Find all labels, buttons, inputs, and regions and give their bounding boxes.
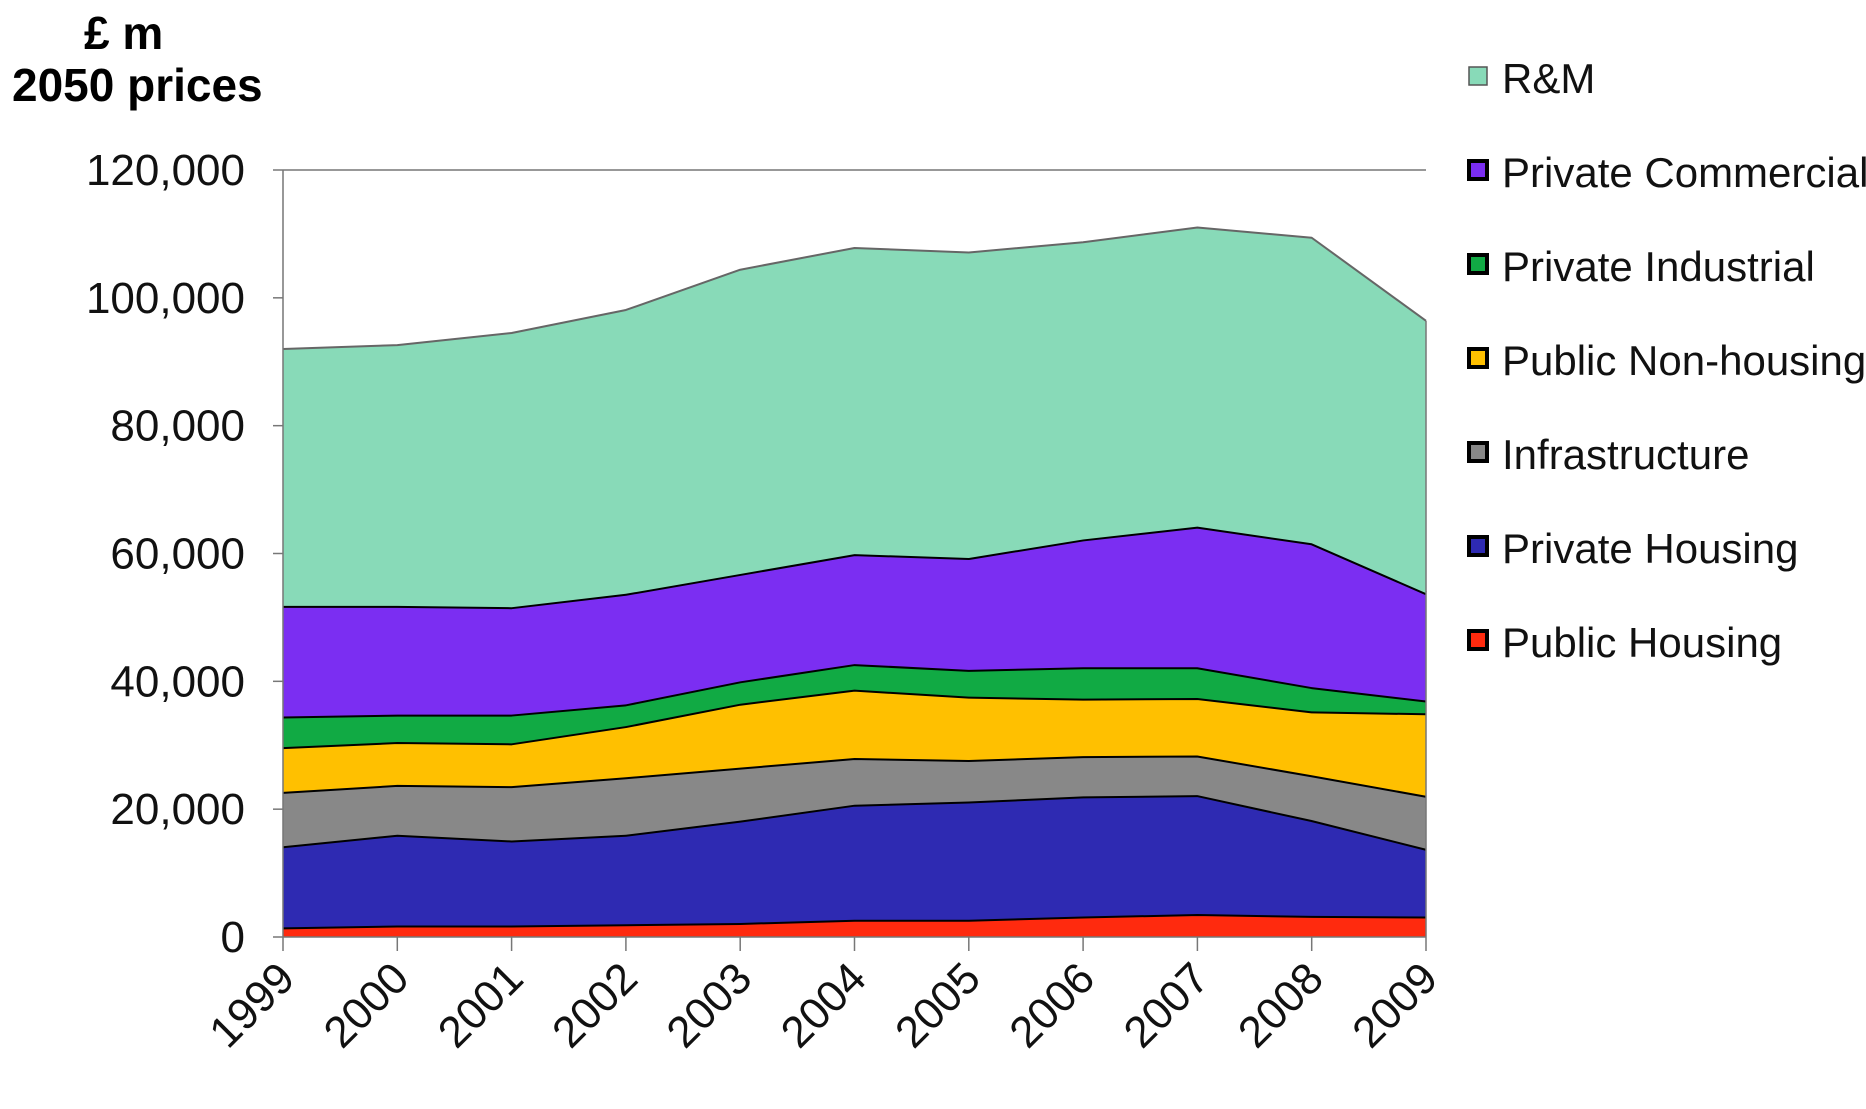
area-public-housing <box>283 913 1426 937</box>
y-unit-sublabel: 2050 prices <box>12 59 263 111</box>
x-tick-label: 2004 <box>772 953 876 1057</box>
legend-label: Private Industrial <box>1502 243 1815 290</box>
x-tick-label: 1999 <box>200 953 304 1057</box>
axes <box>273 169 1427 951</box>
y-tick-label: 20,000 <box>110 785 245 834</box>
legend-swatch <box>1467 159 1489 181</box>
area-infrastructure <box>283 755 1426 849</box>
legend-label: Private Commercial <box>1502 149 1866 196</box>
legend-label: Private Housing <box>1502 525 1798 572</box>
legend-label: Public Non-housing <box>1502 337 1866 384</box>
legend-swatch <box>1467 347 1489 369</box>
area-private-housing <box>283 795 1426 928</box>
line-public-non-housing <box>282 687 1427 750</box>
area-public-non-housing <box>283 689 1426 796</box>
area-private-industrial <box>283 664 1426 748</box>
y-tick-label: 100,000 <box>86 274 245 323</box>
y-tick-labels: 0 20,000 40,000 60,000 80,000 100,000 120,000 <box>86 146 245 962</box>
legend-label: Public Housing <box>1502 619 1782 666</box>
y-tick-label: 60,000 <box>110 530 245 579</box>
legend-label: R&M <box>1502 55 1595 102</box>
x-tick-label: 2005 <box>886 953 990 1057</box>
x-tick-label: 2001 <box>429 953 533 1057</box>
series-areas <box>282 226 1427 937</box>
y-tick-label: 120,000 <box>86 146 245 195</box>
legend-swatch <box>1467 535 1489 557</box>
legend-swatch <box>1467 253 1489 275</box>
x-tick-label: 2009 <box>1343 953 1447 1057</box>
area-private-commercial <box>283 526 1426 717</box>
legend-label: Infrastructure <box>1502 431 1749 478</box>
x-tick-label: 2000 <box>315 953 419 1057</box>
legend: R&M Private Commercial Private Industrial P… <box>1467 55 1866 666</box>
x-tick-label: 2008 <box>1229 953 1333 1057</box>
x-tick-label: 2002 <box>543 953 647 1057</box>
y-unit-label: £ m <box>84 7 164 59</box>
y-tick-label: 80,000 <box>110 402 245 451</box>
x-tick-label: 2006 <box>1000 953 1104 1057</box>
y-tick-label: 0 <box>221 913 245 962</box>
legend-swatch <box>1467 441 1489 463</box>
x-tick-label: 2003 <box>657 953 761 1057</box>
line-r-m <box>282 226 1427 350</box>
legend-swatch <box>1467 629 1489 651</box>
x-tick-label: 2007 <box>1115 953 1219 1057</box>
y-tick-label: 40,000 <box>110 657 245 706</box>
legend-swatch <box>1468 66 1488 86</box>
x-tick-labels: 1999 2000 2001 2002 2003 2004 2005 2006 2007 2008… <box>200 953 1447 1057</box>
